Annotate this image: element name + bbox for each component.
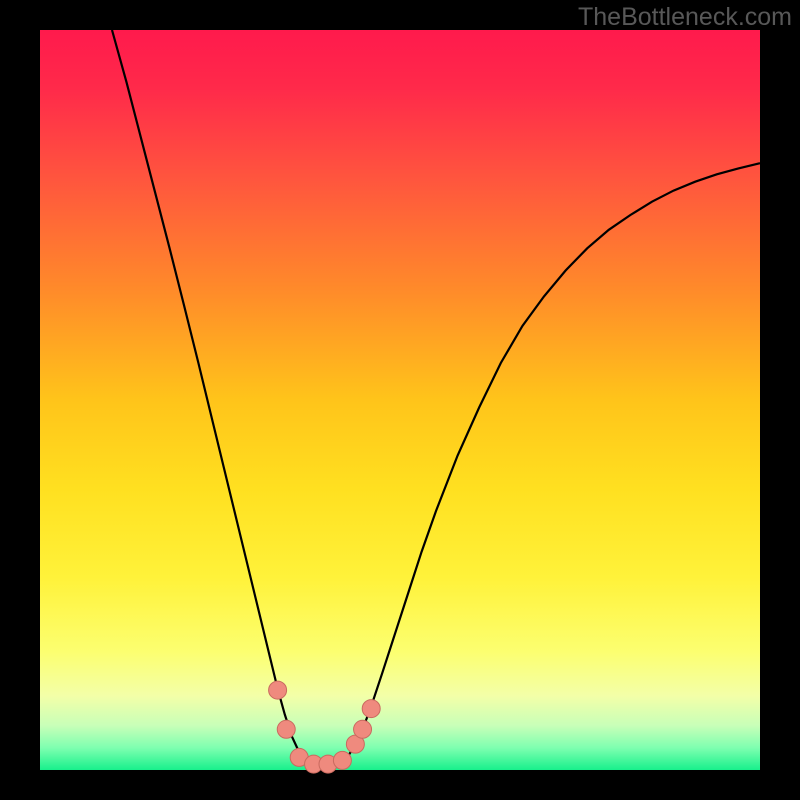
watermark-text: TheBottleneck.com [578,3,792,32]
curve-marker [269,681,287,699]
curve-marker [277,720,295,738]
marker-group [269,681,381,773]
curve-marker [362,700,380,718]
bottleneck-curve [112,30,760,767]
curve-marker [354,720,372,738]
curve-marker [333,751,351,769]
plot-area [40,30,760,770]
chart-frame: TheBottleneck.com [0,0,800,800]
curve-layer [40,30,760,770]
